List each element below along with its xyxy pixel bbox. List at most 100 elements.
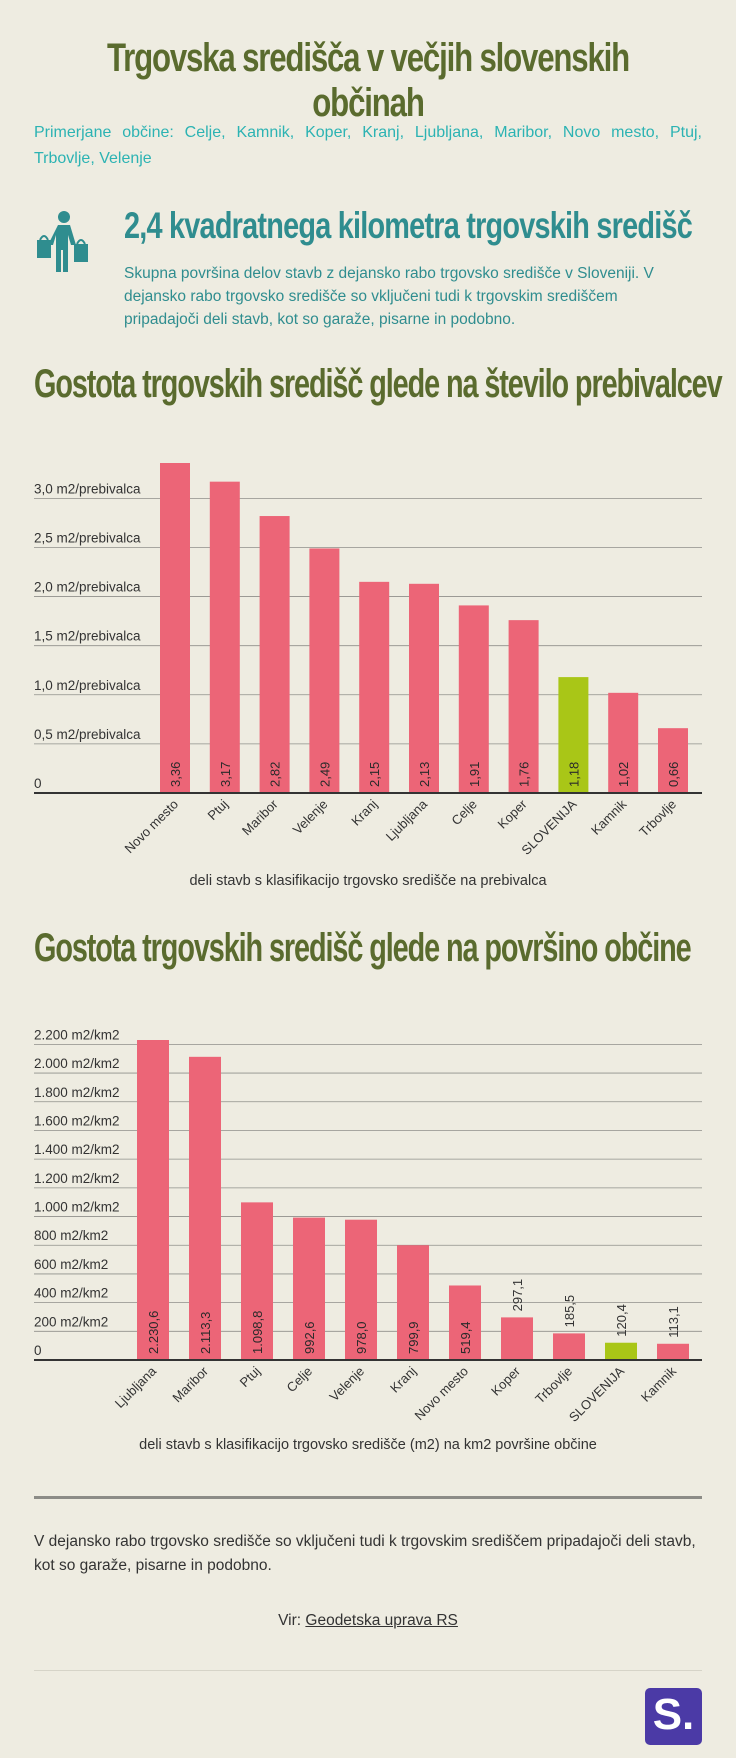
data-label: 185,5	[562, 1295, 577, 1328]
y-tick-label: 1.600 m2/km2	[34, 1113, 120, 1128]
data-label: 2,49	[317, 762, 332, 787]
bar	[608, 692, 639, 793]
data-label: 2,82	[268, 762, 283, 787]
chart1-svg: 0 0,5 m2/prebivalca 1,0 m2/prebivalca 1,5 m…	[34, 463, 702, 858]
chart-per-capita: 0 0,5 m2/prebivalca 1,0 m2/prebivalca 1,5 m…	[0, 450, 736, 870]
bar	[558, 677, 589, 793]
compared-municipalities: Primerjane občine: Celje, Kamnik, Koper,…	[34, 124, 702, 167]
y-tick-label: 2,0 m2/prebivalca	[34, 580, 141, 595]
x-tick-label: Kranj	[348, 796, 380, 828]
x-tick-label: Koper	[495, 796, 531, 832]
y-tick-label: 1.000 m2/km2	[34, 1200, 120, 1215]
bar	[259, 516, 290, 793]
x-tick-label: Kamnik	[638, 1363, 680, 1405]
x-tick-label: Velenje	[326, 1364, 367, 1405]
x-tick-label: SLOVENIJA	[566, 1363, 627, 1424]
stat-headline: 2,4 kvadratnega kilometra trgovskih sred…	[124, 205, 693, 246]
x-tick-label: Velenje	[290, 797, 331, 838]
bar	[209, 481, 240, 793]
y-tick-label: 0,5 m2/prebivalca	[34, 727, 141, 742]
bar	[553, 1333, 585, 1360]
y-tick-label: 2,5 m2/prebivalca	[34, 530, 141, 545]
x-tick-label: Trbovlje	[636, 797, 679, 840]
x-tick-label: Koper	[488, 1363, 524, 1399]
shopping-person-icon	[37, 211, 88, 272]
x-tick-label: Celje	[448, 797, 480, 829]
data-label: 2.113,3	[198, 1312, 213, 1354]
data-label: 0,66	[666, 762, 681, 787]
bar	[501, 1317, 533, 1360]
y-tick-label: 200 m2/km2	[34, 1314, 108, 1329]
y-tick-label: 1,5 m2/prebivalca	[34, 629, 141, 644]
bottom-divider	[34, 1670, 702, 1671]
data-label: 519,4	[458, 1321, 473, 1354]
x-tick-label: Kranj	[387, 1363, 419, 1395]
bar	[409, 583, 439, 793]
data-label: 297,1	[510, 1279, 525, 1312]
y-tick-label: 800 m2/km2	[34, 1228, 108, 1243]
data-label: 1,02	[616, 762, 631, 787]
bar	[508, 620, 539, 793]
x-tick-label: Ptuj	[204, 796, 231, 823]
y-tick-label: 2.200 m2/km2	[34, 1027, 120, 1042]
data-label: 978,0	[354, 1321, 369, 1354]
bar	[345, 1219, 377, 1360]
bar	[137, 1040, 169, 1360]
x-tick-label: Ljubljana	[112, 1363, 160, 1411]
y-tick-label: 400 m2/km2	[34, 1286, 108, 1301]
data-label: 992,6	[302, 1321, 317, 1354]
brand-logo[interactable]: S.	[645, 1688, 702, 1745]
x-tick-label: Ljubljana	[383, 796, 431, 844]
bar	[605, 1342, 637, 1360]
x-tick-label: Trbovlje	[532, 1364, 575, 1407]
bar	[160, 463, 190, 793]
bar	[309, 548, 340, 793]
y-tick-label: 0	[34, 776, 42, 791]
y-tick-label: 2.000 m2/km2	[34, 1056, 120, 1071]
bar	[189, 1056, 221, 1360]
data-label: 3,36	[168, 762, 183, 787]
x-tick-label: Novo mesto	[121, 797, 181, 857]
bar	[449, 1285, 481, 1360]
data-label: 799,9	[406, 1321, 421, 1354]
footnote: V dejansko rabo trgovsko središče so vkl…	[34, 1533, 696, 1574]
x-tick-label: Maribor	[169, 1363, 211, 1405]
data-label: 1,91	[467, 762, 482, 787]
bar	[293, 1217, 325, 1360]
data-label: 2.230,6	[146, 1311, 161, 1354]
data-label: 1,18	[566, 762, 581, 787]
data-label: 1.098,8	[250, 1311, 265, 1354]
chart1-xlabel: deli stavb s klasifikacijo trgovsko sred…	[189, 873, 547, 889]
y-tick-label: 600 m2/km2	[34, 1257, 108, 1272]
y-tick-label: 1.400 m2/km2	[34, 1142, 120, 1157]
y-tick-label: 1,0 m2/prebivalca	[34, 678, 141, 693]
x-tick-label: Novo mesto	[411, 1364, 471, 1424]
bar	[397, 1245, 429, 1360]
chart-per-area: 0 200 m2/km2 400 m2/km2 600 m2/km2 800 m2/km…	[0, 1010, 736, 1430]
data-label: 2,15	[367, 762, 382, 787]
x-tick-label: Maribor	[239, 796, 281, 838]
bar	[657, 1343, 689, 1360]
data-label: 113,1	[666, 1306, 681, 1338]
source-prefix: Vir:	[278, 1612, 302, 1629]
chart2-svg: 0 200 m2/km2 400 m2/km2 600 m2/km2 800 m2/km…	[34, 1027, 702, 1425]
bar	[359, 581, 390, 793]
y-tick-label: 1.200 m2/km2	[34, 1171, 120, 1186]
data-label: 2,13	[417, 762, 432, 787]
chart2-title: Gostota trgovskih središč glede na površ…	[34, 926, 692, 970]
bar	[658, 728, 688, 793]
x-tick-label: Kamnik	[588, 796, 630, 838]
x-tick-label: Ptuj	[237, 1363, 264, 1390]
data-label: 3,17	[218, 762, 233, 787]
data-label: 120,4	[614, 1304, 629, 1337]
y-tick-label: 3,0 m2/prebivalca	[34, 481, 141, 496]
y-tick-label: 0	[34, 1343, 42, 1358]
y-tick-label: 1.800 m2/km2	[34, 1085, 120, 1100]
source-link[interactable]: Geodetska uprava RS	[305, 1612, 458, 1629]
bar	[241, 1202, 273, 1360]
page-title: Trgovska središča v večjih slovenskih ob…	[106, 36, 630, 125]
x-tick-label: Celje	[284, 1364, 316, 1396]
divider	[34, 1496, 702, 1499]
chart2-xlabel: deli stavb s klasifikacijo trgovsko sred…	[139, 1437, 597, 1453]
bar	[458, 605, 489, 793]
